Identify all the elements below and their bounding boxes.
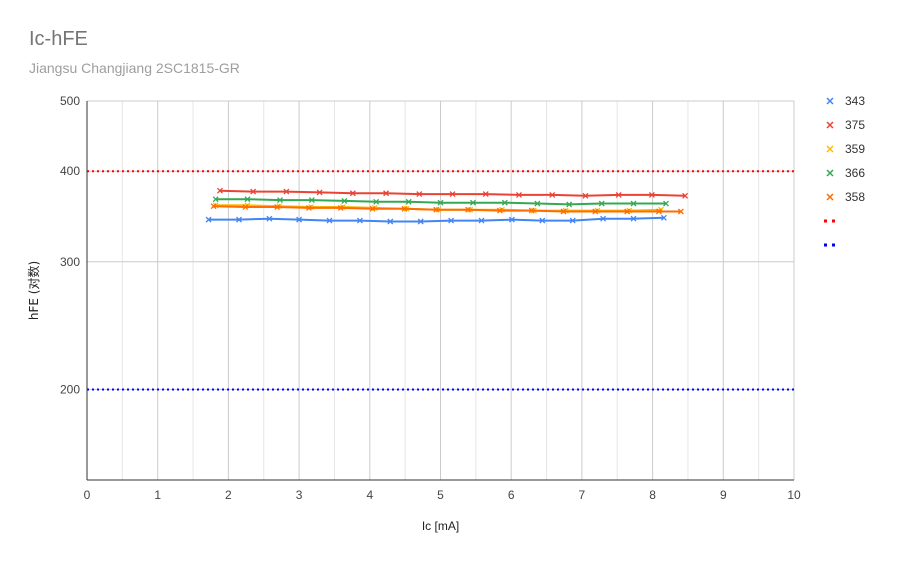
x-tick-label: 6 (508, 488, 515, 502)
x-tick-label: 0 (84, 488, 91, 502)
data-point-375 (449, 191, 456, 198)
data-point-375 (648, 191, 655, 198)
legend-label-375: 375 (845, 118, 865, 132)
data-point-366 (373, 198, 380, 205)
data-point-358 (433, 206, 440, 213)
x-tick-label: 4 (366, 488, 373, 502)
data-point-366 (566, 201, 573, 208)
data-point-343 (660, 214, 667, 221)
data-point-366 (405, 198, 412, 205)
data-point-343 (326, 217, 333, 224)
data-point-375 (316, 189, 323, 196)
data-point-343 (296, 216, 303, 223)
x-tick-label: 9 (720, 488, 727, 502)
chart-title: Ic-hFE (29, 28, 88, 50)
x-tick-label: 1 (154, 488, 161, 502)
data-point-358 (369, 205, 376, 212)
data-point-343 (417, 218, 424, 225)
data-point-366 (308, 197, 315, 204)
chart-subtitle: Jiangsu Changjiang 2SC1815-GR (29, 60, 240, 76)
data-point-358 (656, 208, 662, 215)
x-tick-label: 8 (649, 488, 656, 502)
x-tick-label: 5 (437, 488, 444, 502)
data-point-358 (274, 204, 281, 211)
data-point-366 (598, 200, 605, 207)
data-point-343 (478, 217, 485, 224)
data-point-358 (401, 205, 408, 212)
legend-marker-375 (826, 121, 834, 129)
data-point-375 (482, 191, 489, 198)
y-axis-title: hFE (对数) (26, 261, 41, 320)
data-point-375 (383, 190, 390, 197)
y-tick-label: 500 (60, 94, 80, 108)
data-point-343 (539, 217, 546, 224)
data-point-358 (465, 206, 472, 213)
legend-label-366: 366 (845, 166, 865, 180)
legend-marker-366 (826, 169, 834, 177)
data-point-366 (244, 196, 251, 203)
series-line-343 (208, 216, 664, 223)
data-point-343 (205, 216, 212, 223)
data-point-343 (236, 216, 242, 223)
data-point-343 (266, 215, 273, 222)
legend-label-358: 358 (845, 190, 865, 204)
legend-label-359: 359 (845, 142, 865, 156)
data-point-366 (212, 196, 219, 203)
data-point-343 (356, 217, 363, 224)
data-point-375 (682, 192, 689, 199)
data-point-343 (630, 215, 637, 222)
series-line-358 (213, 205, 681, 213)
data-point-343 (569, 217, 576, 224)
x-tick-label: 10 (787, 488, 801, 502)
data-point-366 (501, 199, 508, 206)
data-point-358 (306, 204, 312, 211)
data-point-375 (216, 187, 223, 194)
data-point-343 (387, 218, 394, 225)
y-tick-label: 300 (60, 255, 80, 269)
data-point-375 (416, 191, 423, 198)
data-point-375 (516, 191, 522, 198)
data-point-358 (624, 208, 631, 215)
data-point-375 (549, 191, 556, 198)
data-point-358 (337, 204, 344, 211)
data-point-375 (250, 188, 257, 195)
data-point-343 (508, 216, 515, 223)
data-point-375 (582, 192, 589, 199)
y-tick-label: 200 (60, 382, 80, 396)
data-point-366 (534, 200, 541, 207)
data-point-358 (528, 207, 535, 214)
data-point-358 (210, 203, 217, 210)
data-point-366 (470, 199, 476, 206)
data-point-375 (283, 188, 290, 195)
legend-marker-343 (826, 97, 834, 105)
data-point-366 (663, 200, 669, 207)
data-point-358 (560, 208, 567, 215)
x-axis-title: Ic [mA] (422, 519, 459, 533)
x-tick-label: 3 (296, 488, 303, 502)
data-point-343 (448, 217, 455, 224)
data-point-343 (600, 215, 607, 222)
data-point-358 (677, 208, 684, 215)
data-point-358 (496, 207, 503, 214)
data-point-366 (277, 197, 283, 204)
x-tick-label: 2 (225, 488, 232, 502)
y-tick-label: 400 (60, 164, 80, 178)
legend-marker-358 (826, 193, 834, 201)
x-tick-label: 7 (579, 488, 586, 502)
data-point-375 (349, 190, 356, 197)
data-point-358 (592, 208, 599, 215)
legend-marker-359 (826, 145, 834, 153)
data-point-358 (242, 204, 249, 211)
data-point-366 (630, 200, 637, 207)
data-point-366 (437, 199, 444, 206)
legend-label-343: 343 (845, 94, 865, 108)
data-point-366 (341, 197, 348, 204)
data-point-375 (615, 191, 622, 198)
